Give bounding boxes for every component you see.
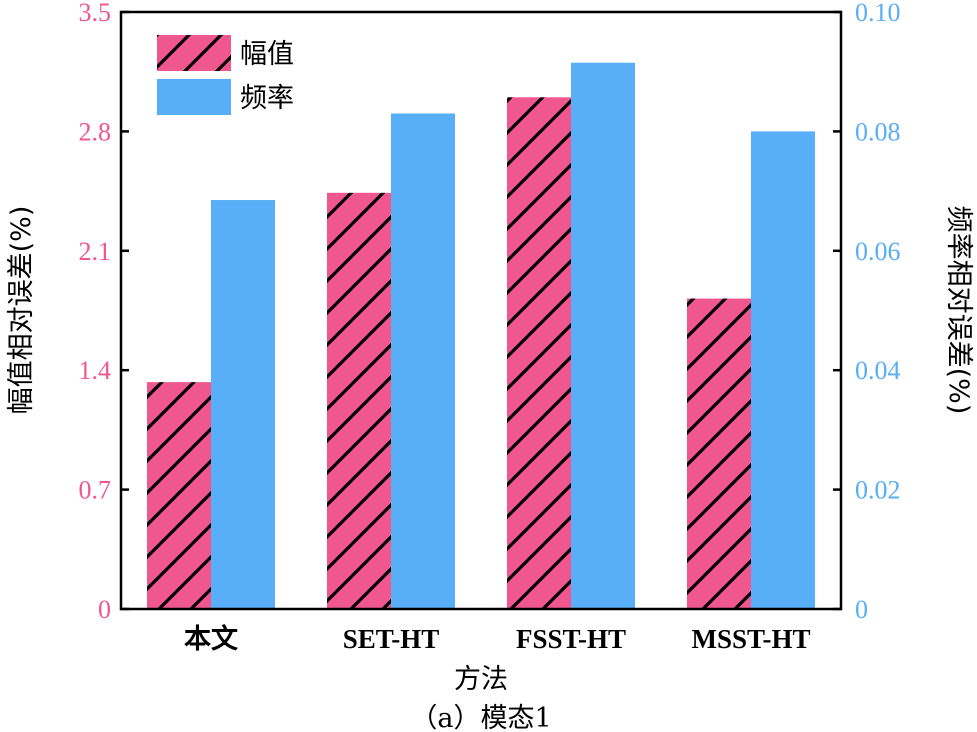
left-axis-title: 幅值相对误差(%): [6, 206, 37, 415]
bar-frequency: [751, 131, 815, 609]
left-tick-label: 3.5: [79, 0, 112, 27]
legend: 幅值 频率: [157, 35, 294, 115]
left-tick-label: 1.4: [79, 356, 112, 385]
left-tick-label: 2.1: [79, 237, 112, 266]
x-tick-label: SET-HT: [343, 624, 440, 654]
x-tick-label: MSST-HT: [691, 624, 810, 654]
bar-amplitude: [147, 382, 211, 609]
legend-label-amplitude: 幅值: [240, 39, 294, 70]
left-tick-label: 2.8: [79, 117, 112, 146]
legend-label-frequency: 频率: [240, 83, 294, 114]
bar-frequency: [571, 62, 635, 610]
chart-caption: （a）模态1: [410, 703, 551, 732]
right-axis-title: 频率相对误差(%): [943, 206, 974, 415]
bar-frequency: [211, 200, 275, 609]
bar-amplitude: [687, 298, 751, 609]
right-tick-label: 0.08: [855, 117, 901, 146]
left-tick-label: 0.7: [79, 476, 112, 505]
left-tick-label: 0: [98, 595, 111, 624]
plot-frame: [119, 10, 843, 611]
bar-frequency: [391, 113, 455, 610]
right-tick-label: 0.02: [855, 476, 901, 505]
labels-layer: 方法 （a）模态1 幅值相对误差(%) 频率相对误差(%) 本文 SET-HT FS…: [6, 206, 974, 732]
bar-amplitude: [507, 97, 571, 610]
ticks-layer: 0 0.7 1.4 2.1 2.8 3.5 0 0.02 0.04 0.06 0.08 0.10: [79, 0, 901, 624]
legend-swatch-frequency: [157, 79, 231, 115]
right-tick-label: 0.04: [855, 356, 901, 385]
right-tick-label: 0.06: [855, 237, 901, 266]
legend-swatch-amplitude: [157, 35, 231, 71]
x-tick-label: 本文: [184, 623, 239, 654]
right-tick-label: 0: [855, 595, 868, 624]
bar-amplitude: [327, 192, 391, 609]
right-tick-label: 0.10: [855, 0, 901, 27]
bars-layer: [147, 62, 815, 610]
x-axis-title: 方法: [454, 664, 508, 695]
x-tick-label: FSST-HT: [516, 624, 626, 654]
